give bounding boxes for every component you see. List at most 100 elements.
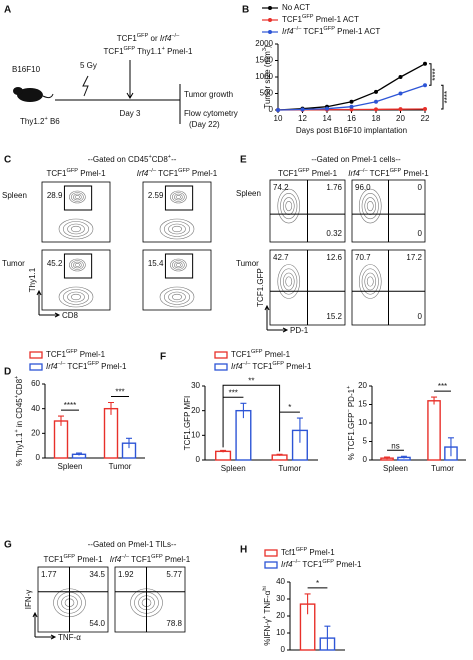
mouse-tail bbox=[42, 93, 54, 99]
schematic-text: 5 Gy bbox=[80, 61, 97, 70]
significance: *** bbox=[438, 382, 447, 391]
data-point bbox=[374, 99, 378, 104]
mouse-icon bbox=[17, 88, 43, 102]
text-part: TCF1 bbox=[46, 169, 67, 178]
contour bbox=[163, 289, 191, 305]
text-part: Thy1.1 bbox=[135, 47, 162, 56]
x-tick-label: Tumor bbox=[278, 464, 301, 473]
text-part: –/– bbox=[171, 33, 180, 39]
significance: ** bbox=[248, 376, 254, 385]
quadrant-percentage: 54.0 bbox=[89, 619, 105, 628]
y-axis-label: IFN-γ bbox=[24, 590, 33, 610]
quadrant-percentage: 1.92 bbox=[118, 570, 134, 579]
text-part: Irf4 bbox=[46, 362, 58, 371]
axis-arrow bbox=[264, 304, 289, 333]
contour bbox=[168, 223, 186, 235]
significance-bracket bbox=[222, 384, 281, 452]
quadrant-percentage: 34.5 bbox=[89, 570, 105, 579]
text-part: GFP bbox=[178, 168, 190, 174]
y-tick-label: 0 bbox=[269, 105, 274, 114]
x-tick-label: Tumor bbox=[431, 464, 454, 473]
contour bbox=[172, 192, 185, 202]
text-part: Thy1.2 bbox=[20, 117, 45, 126]
text-part: PD-1 bbox=[347, 388, 356, 409]
y-tick-label: 60 bbox=[31, 379, 40, 388]
y-tick-label: 1000 bbox=[255, 72, 273, 81]
x-tick-label: Tumor bbox=[109, 462, 132, 471]
x-axis-label: Days post B16F10 implantation bbox=[296, 126, 407, 135]
mouse-head bbox=[13, 87, 23, 95]
contour bbox=[172, 260, 185, 270]
contour bbox=[58, 286, 94, 308]
contour bbox=[74, 263, 80, 267]
x-axis-label: TNF-α bbox=[58, 633, 81, 642]
row-label: Spleen bbox=[2, 191, 27, 200]
quadrant-percentage: 0 bbox=[418, 183, 423, 192]
panel-label: B bbox=[242, 5, 249, 16]
y-tick-label: 20 bbox=[358, 381, 367, 390]
text-part: TCF1 bbox=[104, 47, 125, 56]
column-header: TCF1GFP Pmel-1 bbox=[43, 554, 103, 564]
text-part: Pmel-1 bbox=[165, 47, 193, 56]
text-part: ) bbox=[263, 45, 272, 48]
legend-marker bbox=[268, 30, 272, 34]
y-axis-label: TCF1.GFP bbox=[256, 268, 265, 307]
text-part: + bbox=[149, 154, 152, 160]
quadrant-percentage: 5.77 bbox=[166, 570, 182, 579]
x-axis-label: PD-1 bbox=[290, 326, 309, 335]
contour bbox=[67, 223, 85, 235]
error-bar bbox=[126, 437, 132, 449]
text-part: Irf4 bbox=[160, 34, 172, 43]
error-bar bbox=[384, 456, 391, 460]
gate-percentage: 28.9 bbox=[47, 191, 63, 200]
text-part: Pmel-1 ACT bbox=[335, 27, 380, 36]
error-bar bbox=[400, 455, 407, 459]
legend-marker bbox=[268, 6, 272, 10]
text-part: CD8 bbox=[15, 378, 24, 395]
text-part: Irf4 bbox=[282, 27, 294, 36]
error-bar bbox=[276, 453, 283, 456]
contour bbox=[168, 291, 186, 303]
text-part: + bbox=[14, 429, 20, 432]
quadrant-percentage: 1.77 bbox=[41, 570, 57, 579]
y-axis-label: TCF1.GFP MFI bbox=[183, 396, 192, 451]
data-point bbox=[325, 106, 329, 111]
legend-label: TCF1GFP Pmel-1 bbox=[46, 349, 106, 359]
panel-label: A bbox=[4, 5, 11, 16]
text-part: Pmel-1 bbox=[75, 555, 103, 564]
text-part: GFP bbox=[137, 33, 149, 39]
contour bbox=[175, 195, 181, 199]
significance: * bbox=[288, 403, 291, 412]
contour bbox=[71, 192, 84, 202]
text-part: 3 bbox=[262, 48, 268, 51]
y-tick-label: 40 bbox=[276, 577, 285, 586]
quadrant-percentage: 0.32 bbox=[326, 229, 342, 238]
text-part: in CD45 bbox=[15, 398, 24, 430]
x-tick-label: 10 bbox=[274, 114, 283, 123]
panel-label: G bbox=[4, 540, 12, 551]
contour bbox=[171, 225, 183, 233]
contour bbox=[70, 293, 82, 301]
text-part: TCF1 bbox=[156, 169, 179, 178]
text-part: Irf4 bbox=[281, 560, 293, 569]
legend-swatch bbox=[264, 549, 278, 557]
text-part: Pmel-1 bbox=[78, 169, 106, 178]
legend-label: Tcf1GFP Pmel-1 bbox=[281, 547, 335, 557]
data-point bbox=[349, 99, 354, 104]
text-part: Irf4 bbox=[137, 169, 149, 178]
text-part: –/– bbox=[121, 554, 130, 560]
y-tick-label: 2000 bbox=[255, 39, 273, 48]
legend-label: Irf4–/– TCF1GFP Pmel-1 bbox=[46, 361, 127, 371]
text-part: Irf4 bbox=[110, 555, 122, 564]
contour bbox=[58, 218, 94, 240]
text-part: –/– bbox=[148, 168, 157, 174]
y-tick-label: 20 bbox=[191, 406, 200, 415]
text-part: + bbox=[346, 386, 352, 389]
text-part: Pmel-1 bbox=[99, 362, 127, 371]
gate-percentage: 15.4 bbox=[148, 259, 164, 268]
y-tick-label: 0 bbox=[36, 453, 41, 462]
column-header: TCF1GFP Pmel-1 bbox=[46, 168, 106, 178]
gate bbox=[164, 185, 194, 211]
text-part: –/– bbox=[294, 26, 303, 32]
